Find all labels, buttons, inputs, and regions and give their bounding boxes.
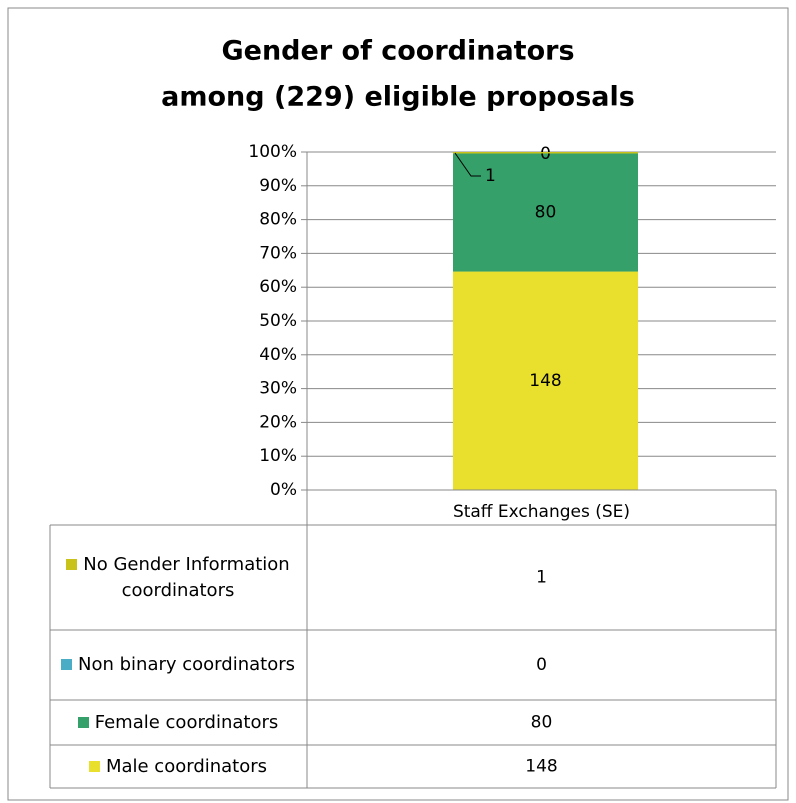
legend-swatch — [88, 760, 100, 772]
y-tick-label: 50% — [259, 311, 297, 331]
x-tick-label: Staff Exchanges (SE) — [453, 502, 630, 522]
legend-label: Female coordinators — [94, 711, 279, 733]
legend-cell: Male coordinators — [53, 745, 303, 788]
table-value: 1 — [536, 568, 547, 588]
y-tick-label: 80% — [259, 210, 297, 230]
legend-item: Male coordinators — [88, 754, 268, 780]
y-tick-label: 40% — [259, 345, 297, 365]
legend-swatch — [61, 659, 73, 670]
y-tick-label: 90% — [259, 176, 297, 196]
y-tick-label: 60% — [259, 277, 297, 297]
y-tick-label: 20% — [259, 412, 297, 432]
legend-entry: Female coordinators — [53, 700, 303, 745]
legend-label: Male coordinators — [105, 755, 268, 777]
legend-cell: No Gender Information coordinators — [53, 525, 303, 630]
legend-entry: No Gender Information coordinators — [53, 525, 303, 630]
legend-item: Non binary coordinators — [61, 652, 295, 678]
legend-label: No Gender Information coordinators — [83, 553, 290, 601]
y-tick-label: 70% — [259, 243, 297, 263]
y-tick-label: 100% — [248, 142, 297, 162]
table-value: 80 — [531, 713, 553, 733]
bar-segment — [453, 153, 638, 272]
legend-swatch — [66, 558, 78, 570]
y-tick-label: 0% — [270, 480, 297, 500]
data-label: 0 — [540, 144, 551, 164]
legend-cell: Non binary coordinators — [53, 630, 303, 700]
chart-title: among (229) eligible proposals — [161, 82, 635, 113]
legend-label: Non binary coordinators — [78, 654, 295, 675]
bar-segment — [453, 152, 638, 154]
chart-frame — [7, 7, 789, 801]
legend-entry: Non binary coordinators — [53, 630, 303, 700]
chart-title: Gender of coordinators — [221, 36, 574, 67]
bar-segment — [453, 271, 638, 490]
leader-line — [454, 152, 481, 177]
y-tick-label: 30% — [259, 379, 297, 399]
table-value: 0 — [536, 655, 547, 675]
legend-cell: Female coordinators — [53, 700, 303, 745]
y-tick-label: 10% — [259, 446, 297, 466]
legend-swatch — [77, 716, 89, 728]
data-label: 148 — [529, 371, 561, 391]
legend-item: No Gender Information coordinators — [53, 552, 303, 604]
data-label: 1 — [485, 166, 496, 186]
data-label: 80 — [535, 203, 557, 223]
legend-item: Female coordinators — [77, 710, 279, 736]
legend-entry: Male coordinators — [53, 745, 303, 788]
table-value: 148 — [525, 757, 557, 777]
